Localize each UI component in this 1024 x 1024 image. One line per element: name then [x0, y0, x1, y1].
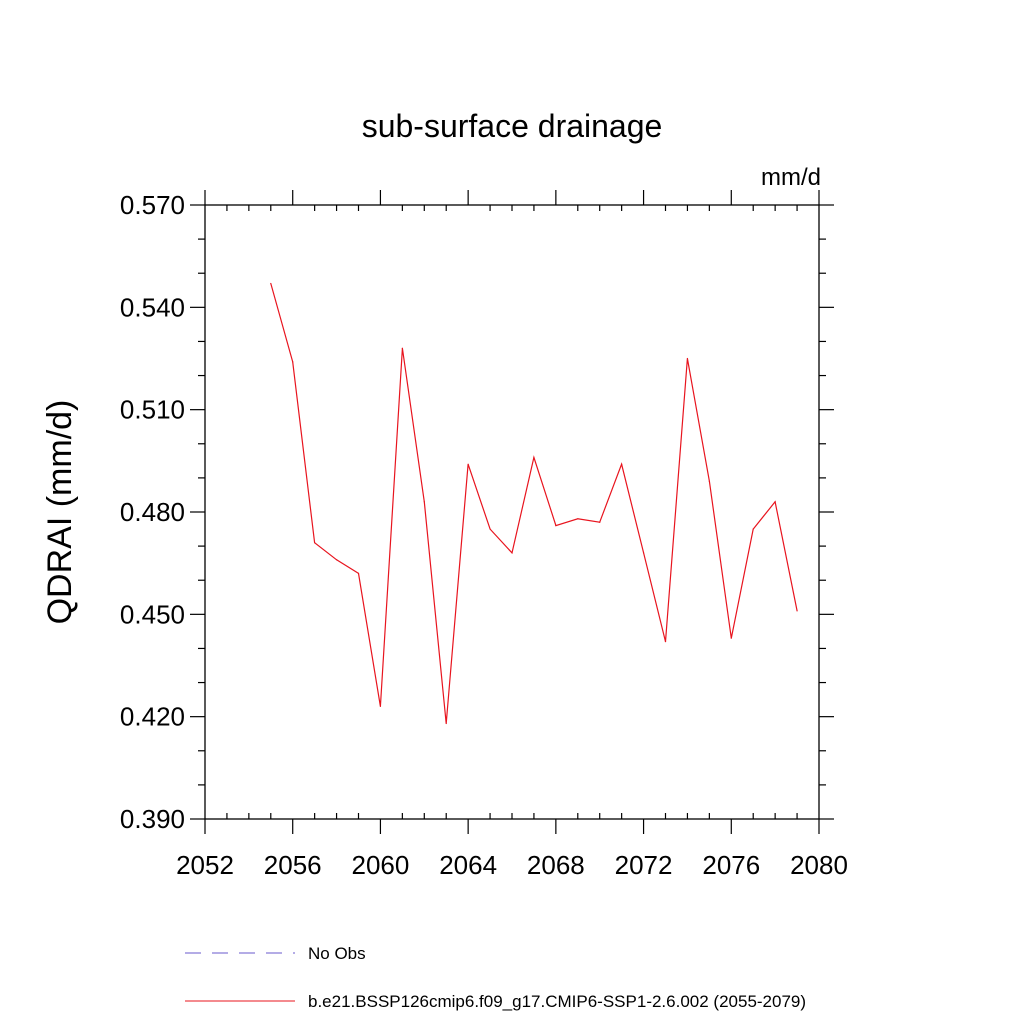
- data-point: [621, 463, 623, 465]
- chart-title: sub-surface drainage: [362, 108, 663, 144]
- data-point: [511, 552, 513, 554]
- y-tick-label: 0.390: [120, 804, 185, 834]
- y-tick-label: 0.510: [120, 395, 185, 425]
- data-point: [708, 480, 710, 482]
- legend: No Obs b.e21.BSSP126cmip6.f09_g17.CMIP6-…: [185, 944, 806, 1011]
- data-point: [489, 528, 491, 530]
- y-tick-label: 0.570: [120, 190, 185, 220]
- x-tick-label: 2052: [176, 850, 234, 880]
- plot-frame: [204, 204, 820, 820]
- data-point: [379, 705, 382, 708]
- x-tick-label: 2080: [790, 850, 848, 880]
- legend-label-model-run: b.e21.BSSP126cmip6.f09_g17.CMIP6-SSP1-2.…: [308, 992, 806, 1011]
- data-point: [401, 347, 403, 349]
- y-tick-labels: 0.390 0.420 0.450 0.480 0.510 0.540 0.570: [120, 190, 185, 834]
- x-tick-labels: 2052 2056 2060 2064 2068 2072 2076 2080: [176, 850, 848, 880]
- x-tick-label: 2060: [352, 850, 410, 880]
- data-point: [314, 542, 316, 544]
- data-point: [335, 559, 338, 561]
- y-tick-label: 0.420: [120, 702, 185, 732]
- x-tick-label: 2056: [264, 850, 322, 880]
- data-point: [752, 528, 754, 530]
- data-point: [796, 610, 798, 612]
- data-point: [292, 361, 294, 363]
- units-label: mm/d: [761, 164, 821, 191]
- axis-ticks: [190, 190, 834, 834]
- x-tick-label: 2068: [527, 850, 585, 880]
- x-tick-label: 2072: [615, 850, 673, 880]
- data-point: [686, 357, 689, 360]
- data-point: [577, 518, 579, 520]
- data-point: [270, 282, 272, 285]
- series-line: [270, 283, 798, 724]
- data-series: [270, 282, 798, 725]
- data-point: [423, 501, 425, 503]
- legend-label-no-obs: No Obs: [308, 944, 366, 963]
- y-tick-label: 0.450: [120, 599, 185, 629]
- data-point: [467, 463, 469, 465]
- data-point: [599, 521, 601, 523]
- data-point: [357, 572, 360, 575]
- y-tick-label: 0.540: [120, 292, 185, 322]
- y-axis-label: QDRAI (mm/d): [41, 400, 79, 625]
- data-point: [730, 637, 732, 639]
- data-point: [445, 722, 447, 725]
- data-point: [533, 456, 535, 459]
- x-tick-label: 2076: [702, 850, 760, 880]
- data-point: [642, 552, 645, 554]
- x-tick-label: 2064: [439, 850, 497, 880]
- y-tick-label: 0.480: [120, 497, 185, 527]
- data-point: [664, 641, 667, 643]
- data-point: [774, 501, 776, 503]
- data-point: [555, 525, 557, 527]
